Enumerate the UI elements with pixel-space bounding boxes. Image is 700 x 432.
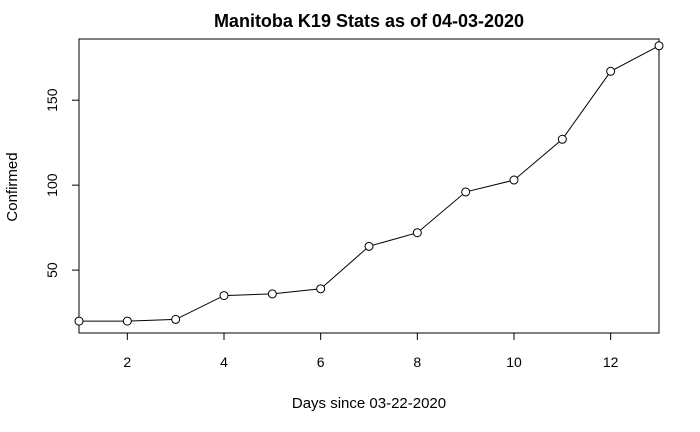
data-point: [219, 291, 229, 301]
x-tick-label: 12: [603, 354, 619, 370]
data-point: [557, 134, 567, 144]
y-tick-label: 100: [44, 173, 60, 197]
x-tick-label: 10: [506, 354, 522, 370]
x-axis-label: Days since 03-22-2020: [292, 395, 446, 412]
data-point: [171, 314, 181, 324]
chart-title: Manitoba K19 Stats as of 04-03-2020: [214, 11, 524, 31]
x-tick-label: 8: [413, 354, 421, 370]
y-tick-label: 150: [44, 88, 60, 112]
data-point: [267, 289, 277, 299]
axis-ticks: 2 4 6 8 10 12 50 100 150: [44, 88, 619, 370]
data-point: [606, 66, 616, 76]
y-axis-label: Confirmed: [4, 152, 21, 221]
data-point: [316, 284, 326, 294]
series-group: [74, 41, 664, 326]
data-point: [74, 316, 84, 326]
x-tick-label: 6: [317, 354, 325, 370]
x-tick-label: 4: [220, 354, 228, 370]
data-point: [509, 175, 519, 185]
data-point: [654, 41, 664, 51]
x-tick-label: 2: [123, 354, 131, 370]
data-point: [122, 316, 132, 326]
y-tick-label: 50: [44, 262, 60, 278]
data-point: [412, 228, 422, 238]
data-point: [364, 241, 374, 251]
data-point: [461, 187, 471, 197]
plot-frame: [78, 38, 660, 334]
series-line: [79, 45, 660, 322]
